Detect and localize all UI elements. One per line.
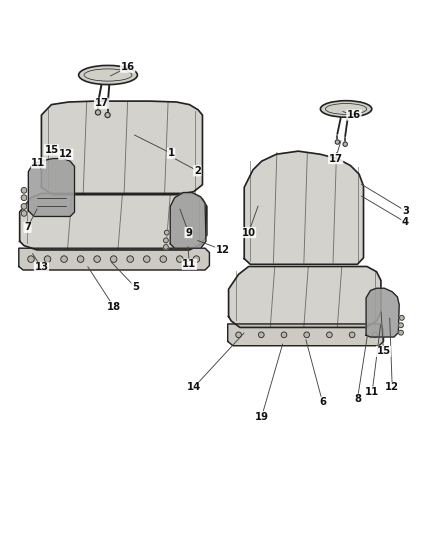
Text: 13: 13 (35, 262, 49, 272)
Polygon shape (244, 151, 364, 264)
Polygon shape (229, 266, 381, 327)
Text: 17: 17 (95, 98, 109, 108)
Polygon shape (28, 158, 74, 216)
Circle shape (304, 332, 310, 338)
Circle shape (94, 256, 100, 262)
Circle shape (21, 195, 27, 200)
Circle shape (343, 142, 347, 147)
Text: 6: 6 (319, 397, 326, 407)
Polygon shape (170, 192, 206, 248)
Circle shape (399, 330, 403, 335)
Circle shape (110, 256, 117, 262)
Circle shape (95, 110, 101, 115)
Circle shape (193, 256, 200, 262)
Text: 16: 16 (347, 110, 361, 120)
Circle shape (127, 256, 134, 262)
Text: 17: 17 (328, 154, 343, 164)
Text: 15: 15 (44, 145, 59, 155)
Circle shape (164, 230, 169, 235)
Circle shape (327, 332, 332, 338)
Circle shape (78, 256, 84, 262)
Text: 8: 8 (354, 394, 361, 404)
Text: 14: 14 (187, 383, 201, 392)
Polygon shape (19, 248, 209, 270)
Text: 16: 16 (120, 62, 134, 72)
Circle shape (349, 332, 355, 338)
Circle shape (61, 256, 67, 262)
Circle shape (399, 316, 404, 320)
Text: 15: 15 (376, 346, 391, 357)
Text: 7: 7 (24, 222, 31, 232)
Polygon shape (20, 193, 207, 250)
Circle shape (258, 332, 264, 338)
Text: 4: 4 (402, 217, 409, 227)
Circle shape (21, 211, 27, 216)
Text: 1: 1 (168, 148, 175, 158)
Text: 12: 12 (59, 149, 73, 159)
Circle shape (163, 245, 168, 249)
Text: 12: 12 (215, 245, 230, 255)
Text: 5: 5 (132, 282, 139, 293)
Text: 11: 11 (182, 260, 197, 269)
Text: 2: 2 (194, 166, 201, 176)
Ellipse shape (321, 101, 372, 117)
Circle shape (44, 256, 51, 262)
Circle shape (177, 256, 183, 262)
Circle shape (163, 238, 168, 243)
Text: 12: 12 (385, 383, 399, 392)
Circle shape (372, 332, 378, 338)
Polygon shape (42, 101, 202, 195)
Text: 19: 19 (254, 411, 268, 422)
Polygon shape (228, 324, 384, 346)
Text: 10: 10 (242, 228, 256, 238)
Text: 11: 11 (31, 158, 46, 168)
Circle shape (105, 112, 110, 118)
Circle shape (28, 256, 34, 262)
Circle shape (21, 204, 27, 209)
Circle shape (144, 256, 150, 262)
Circle shape (281, 332, 287, 338)
Circle shape (160, 256, 166, 262)
Text: 11: 11 (365, 387, 379, 397)
Circle shape (335, 140, 339, 144)
Text: 18: 18 (106, 302, 121, 312)
Ellipse shape (79, 66, 138, 85)
Circle shape (21, 188, 27, 193)
Text: 3: 3 (402, 206, 409, 216)
Circle shape (236, 332, 241, 338)
Polygon shape (366, 288, 399, 337)
Text: 9: 9 (185, 228, 192, 238)
Circle shape (399, 323, 403, 328)
